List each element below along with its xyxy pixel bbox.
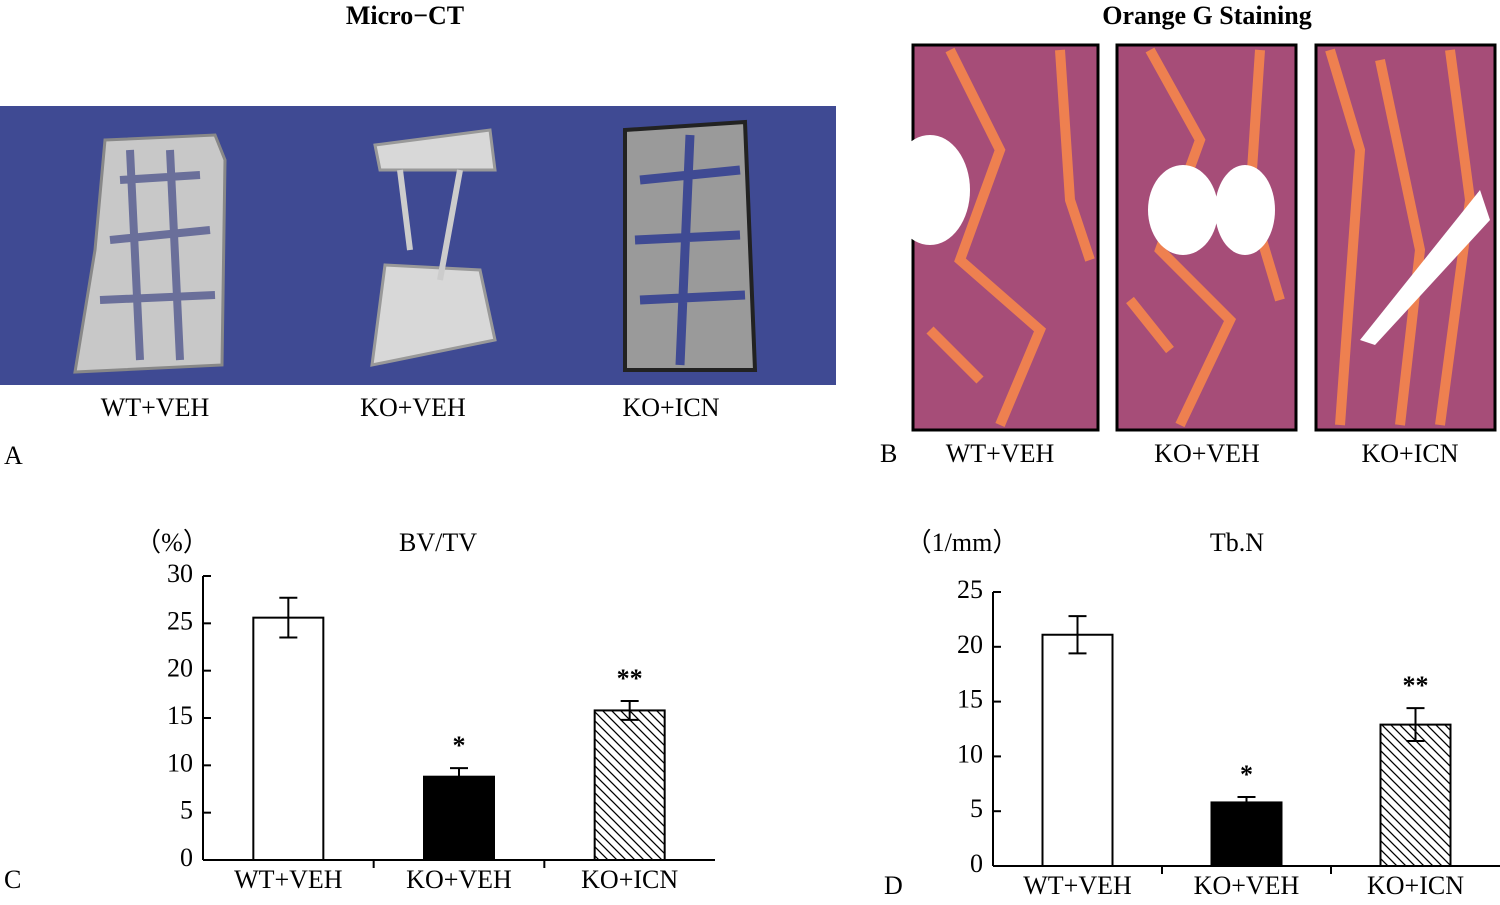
- bar: [1210, 801, 1283, 868]
- image-label: KO+VEH: [1154, 439, 1260, 468]
- bar: [252, 616, 325, 861]
- micro-ct-image: [0, 106, 836, 385]
- bar: [1379, 723, 1452, 868]
- x-tick-label: KO+ICN: [581, 865, 678, 894]
- x-tick-label: KO+ICN: [1367, 871, 1464, 900]
- panel-letter: C: [4, 865, 21, 894]
- error-bar: [1237, 795, 1256, 809]
- bar: [423, 775, 495, 862]
- panel-letter: A: [4, 441, 23, 470]
- y-axis-label: （%）: [135, 528, 209, 557]
- x-tick-label: KO+VEH: [1194, 871, 1300, 900]
- error-bar: [450, 767, 468, 787]
- bar: [593, 709, 666, 862]
- image-label: WT+VEH: [101, 393, 210, 422]
- y-tick-label: 15: [167, 701, 193, 730]
- y-tick-label: 5: [180, 796, 193, 825]
- y-tick-label: 15: [957, 685, 983, 714]
- y-tick-label: 20: [167, 654, 193, 683]
- annotation: *: [1240, 760, 1253, 789]
- y-tick-label: 20: [957, 630, 983, 659]
- image-label: KO+ICN: [1362, 439, 1459, 468]
- panel-letter: B: [880, 439, 897, 468]
- y-tick-label: 0: [970, 849, 983, 878]
- y-tick-label: 30: [167, 559, 193, 588]
- annotation: **: [617, 664, 643, 693]
- y-tick-label: 25: [167, 606, 193, 635]
- staining-images: [890, 43, 1497, 432]
- error-bar: [620, 699, 639, 721]
- y-axis-label: （1/mm）: [906, 528, 1019, 557]
- chart-title: BV/TV: [399, 528, 477, 557]
- y-tick-label: 0: [180, 843, 193, 872]
- chart-title: Tb.N: [1210, 528, 1264, 557]
- image-label: KO+ICN: [623, 393, 720, 422]
- annotation: *: [453, 731, 466, 760]
- y-tick-label: 25: [957, 575, 983, 604]
- y-tick-label: 10: [957, 739, 983, 768]
- error-bar: [1068, 615, 1087, 655]
- x-tick-label: WT+VEH: [1023, 871, 1132, 900]
- error-bar: [279, 596, 298, 639]
- x-tick-label: WT+VEH: [234, 865, 343, 894]
- bar: [1041, 633, 1114, 868]
- panel-title: Micro−CT: [346, 1, 464, 30]
- error-bar: [1406, 707, 1425, 743]
- annotation: **: [1403, 671, 1429, 700]
- x-tick-label: KO+VEH: [406, 865, 512, 894]
- panel-title: Orange G Staining: [1102, 1, 1311, 30]
- panel-letter: D: [884, 871, 903, 900]
- y-tick-label: 5: [970, 794, 983, 823]
- y-tick-label: 10: [167, 748, 193, 777]
- image-label: WT+VEH: [946, 439, 1055, 468]
- image-label: KO+VEH: [360, 393, 466, 422]
